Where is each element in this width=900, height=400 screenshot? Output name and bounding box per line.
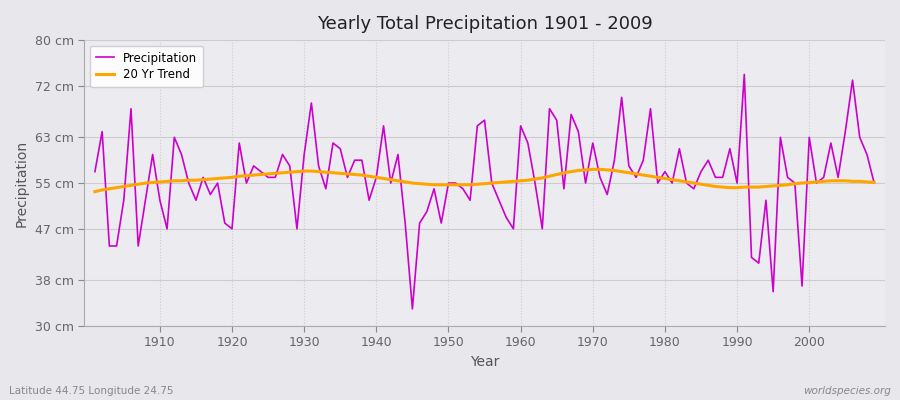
Precipitation <box>515 124 526 128</box>
Precipitation <box>407 306 418 311</box>
20 Yr Trend <box>306 169 317 174</box>
20 Yr Trend <box>89 189 100 194</box>
Text: Latitude 44.75 Longitude 24.75: Latitude 44.75 Longitude 24.75 <box>9 386 174 396</box>
20 Yr Trend <box>609 168 620 173</box>
20 Yr Trend <box>349 172 360 177</box>
Title: Yearly Total Precipitation 1901 - 2009: Yearly Total Precipitation 1901 - 2009 <box>317 15 652 33</box>
20 Yr Trend <box>148 180 158 185</box>
Precipitation <box>89 169 100 174</box>
Precipitation <box>609 158 620 162</box>
Text: worldspecies.org: worldspecies.org <box>803 386 891 396</box>
Precipitation <box>349 158 360 162</box>
Line: Precipitation: Precipitation <box>94 74 874 309</box>
Precipitation <box>868 181 879 186</box>
Y-axis label: Precipitation: Precipitation <box>15 140 29 227</box>
20 Yr Trend <box>868 180 879 185</box>
Legend: Precipitation, 20 Yr Trend: Precipitation, 20 Yr Trend <box>90 46 203 87</box>
Precipitation <box>148 152 158 157</box>
20 Yr Trend <box>515 178 526 183</box>
20 Yr Trend <box>588 167 598 172</box>
Line: 20 Yr Trend: 20 Yr Trend <box>94 169 874 192</box>
Precipitation <box>739 72 750 77</box>
Precipitation <box>306 101 317 106</box>
X-axis label: Year: Year <box>470 355 500 369</box>
Precipitation <box>522 141 533 146</box>
20 Yr Trend <box>508 179 518 184</box>
